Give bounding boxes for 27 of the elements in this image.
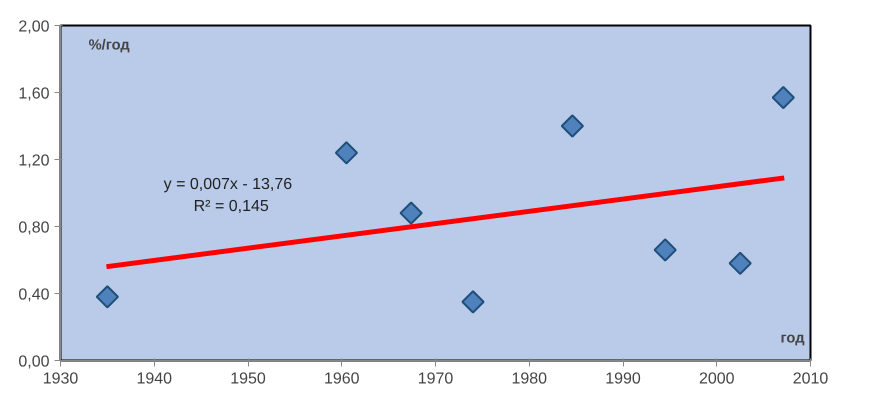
point	[461, 290, 485, 314]
x-tick-label: 1980	[511, 370, 548, 388]
x-tick-label: 1970	[418, 370, 454, 388]
point	[728, 252, 752, 275]
y-axis-title: %/год	[88, 38, 130, 54]
point	[96, 285, 119, 308]
point	[772, 86, 795, 110]
point	[400, 201, 423, 225]
y-tick-label: 0,00	[18, 354, 50, 370]
y-tick-label: 0,80	[18, 220, 50, 236]
x-tick-label: 1960	[324, 370, 360, 388]
y-tick-label: 2,00	[18, 18, 50, 36]
point	[654, 238, 677, 262]
annotation: y = 0,007x - 13,76	[164, 176, 292, 193]
point	[334, 141, 358, 164]
x-tick-label: 2000	[698, 370, 735, 388]
y-tick-label: 1,20	[18, 152, 50, 170]
point	[560, 114, 584, 138]
x-axis-title: год	[780, 330, 806, 346]
annotation: R² = 0,145	[194, 198, 269, 215]
x-tick-label: 1940	[136, 370, 172, 388]
x-tick-label: 1930	[42, 370, 78, 388]
y-tick-label: 0,40	[18, 286, 50, 304]
x-tick-label: 1950	[230, 370, 266, 388]
x-tick-label: 1990	[605, 370, 641, 388]
y-tick-label: 1,60	[18, 86, 50, 102]
x-tick-label: 2010	[792, 370, 828, 388]
